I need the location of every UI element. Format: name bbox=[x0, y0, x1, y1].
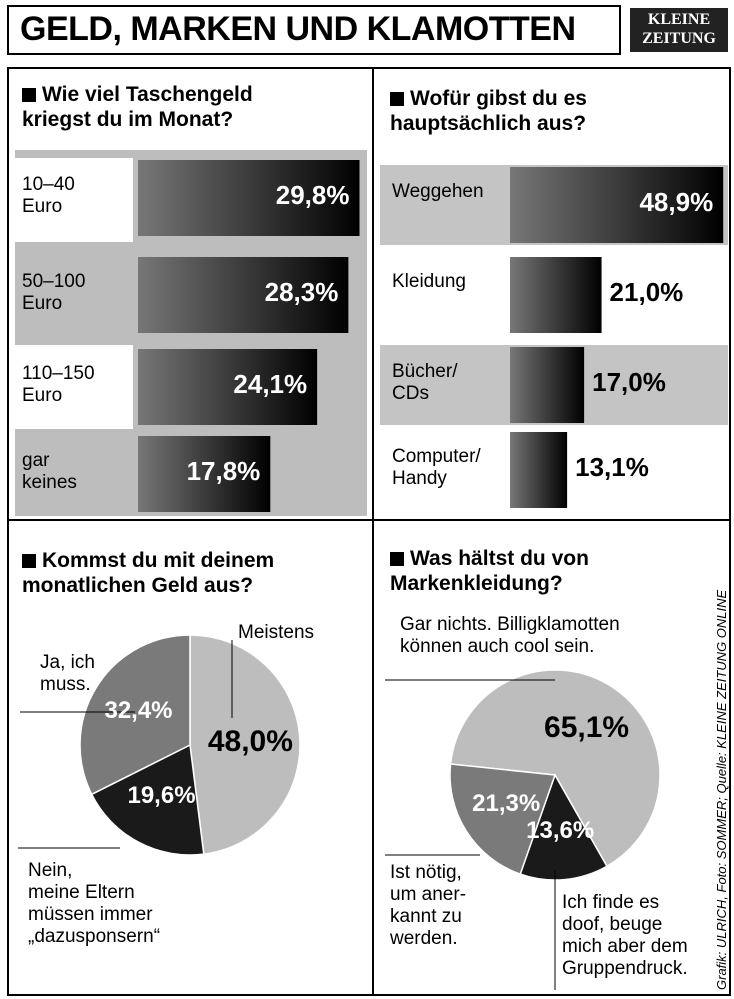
value-label: 21,0% bbox=[609, 277, 684, 307]
pie-slice bbox=[79, 634, 191, 796]
logo-box bbox=[630, 8, 728, 52]
frame bbox=[7, 67, 731, 996]
pie-slice bbox=[449, 669, 661, 868]
value-label: 19,6% bbox=[127, 782, 196, 810]
value-label: 29,8% bbox=[275, 180, 350, 210]
bar bbox=[138, 257, 349, 333]
category-label: Kleidung bbox=[392, 271, 466, 292]
category-label: 110–150 Euro bbox=[22, 363, 95, 406]
category-label: gar keines bbox=[22, 450, 77, 493]
value-label: 24,1% bbox=[233, 369, 308, 399]
value-label: 48,0% bbox=[207, 725, 293, 759]
value-label: 21,3% bbox=[472, 789, 541, 817]
category-label: Nein, meine Eltern müssen immer „dazuspo… bbox=[28, 860, 161, 947]
bar bbox=[138, 349, 318, 425]
bar bbox=[510, 347, 585, 423]
category-label: 50–100 Euro bbox=[22, 271, 86, 314]
panel-title: Wofür gibst du es hauptsächlich aus? bbox=[390, 87, 587, 136]
value-label: 13,6% bbox=[526, 816, 595, 844]
page-title: GELD, MARKEN UND KLAMOTTEN bbox=[20, 10, 576, 48]
pie-slice bbox=[519, 773, 608, 881]
panel-title: Wie viel Taschengeld kriegst du im Monat… bbox=[22, 83, 253, 132]
category-label: Ja, ich muss. bbox=[40, 652, 95, 695]
category-label: 10–40 Euro bbox=[22, 174, 75, 217]
bar bbox=[510, 167, 724, 243]
row-bg bbox=[15, 345, 133, 429]
category-label: Weggehen bbox=[392, 181, 484, 202]
credit: Grafik: ULRICH, Foto: SOMMER; Quelle: KL… bbox=[714, 589, 729, 990]
pie-slice bbox=[189, 634, 301, 855]
value-label: 32,4% bbox=[104, 697, 173, 725]
value-label: 48,9% bbox=[639, 187, 714, 217]
panel-title: Kommst du mit deinem monatlichen Geld au… bbox=[22, 549, 275, 598]
row-bg bbox=[15, 158, 133, 242]
panel-title: Was hältst du von Markenkleidung? bbox=[390, 547, 589, 596]
category-label: Meistens bbox=[238, 622, 315, 643]
bullet bbox=[390, 92, 404, 106]
value-label: 17,0% bbox=[592, 367, 666, 397]
bullet bbox=[390, 552, 404, 566]
bullet bbox=[22, 88, 36, 102]
category-label: Bücher/ CDs bbox=[392, 361, 458, 404]
bar bbox=[510, 257, 602, 333]
category-label: Gar nichts. Billigklamotten können auch … bbox=[400, 614, 620, 657]
pie-slice bbox=[449, 763, 557, 876]
bullet bbox=[22, 554, 36, 568]
pie-slice bbox=[90, 743, 205, 856]
category-label: Ist nötig, um aner- kannt zu werden. bbox=[390, 862, 467, 949]
value-label: 65,1% bbox=[544, 710, 630, 744]
value-label: 13,1% bbox=[575, 452, 649, 482]
bar bbox=[138, 436, 271, 512]
bar bbox=[138, 160, 360, 236]
value-label: 17,8% bbox=[186, 456, 261, 486]
category-label: Computer/ Handy bbox=[392, 446, 481, 489]
logo: KLEINE ZEITUNG bbox=[642, 11, 716, 48]
title-box bbox=[7, 5, 621, 55]
value-label: 28,3% bbox=[264, 277, 339, 307]
category-label: Ich finde es doof, beuge mich aber dem G… bbox=[562, 892, 688, 979]
bar bbox=[510, 432, 568, 508]
